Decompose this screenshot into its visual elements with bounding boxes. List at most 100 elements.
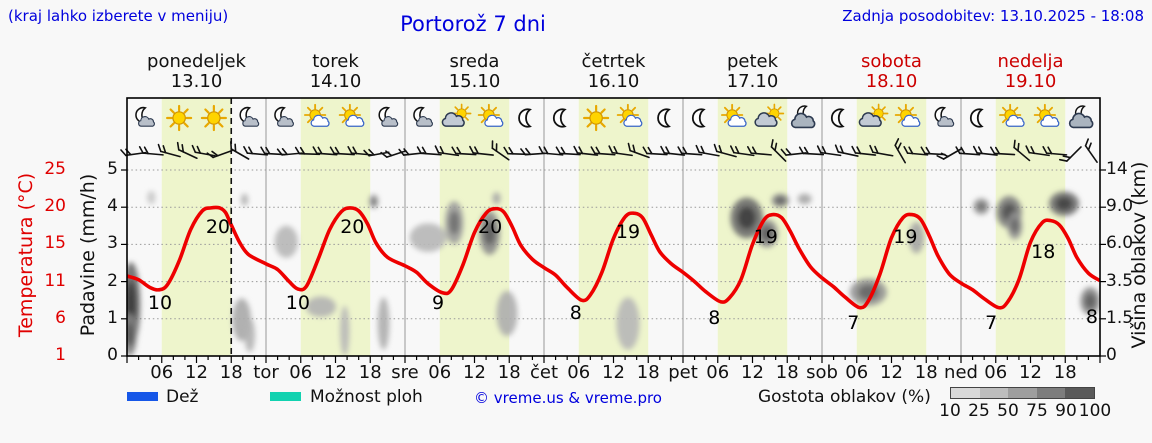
cloud-blob [409,223,447,252]
cloud-blob-core [737,206,756,230]
time-label: 12 [880,362,903,383]
time-label: 12 [324,362,347,383]
wind-barb [746,146,772,156]
cloud-blob-core [449,210,460,235]
wind-barb [243,146,269,156]
cloud-blob [377,297,390,350]
density-segment [979,388,1009,398]
cloud-blob [492,192,501,205]
density-segment [1065,388,1094,398]
cloud-blob [496,290,518,337]
cloud-tick-label: 1.5 [1106,307,1134,328]
weather-icon-sun-cloud [338,103,365,127]
day-abbr-label: ned [944,362,978,383]
temp-label: 10 [148,292,172,314]
weather-icon-moon-cloud [239,106,260,127]
cloud-blob-core [1084,293,1096,309]
wind-barb [363,148,390,157]
density-segment [951,388,980,398]
menu-hint: (kraj lahko izberete v meniju) [8,7,229,25]
weather-icon-moon-cloud [135,106,155,127]
cloud-blob [797,193,812,205]
wind-barb [491,140,510,161]
wind-barb [936,148,962,160]
temp-label: 19 [616,221,640,243]
weather-icon-sun-cloud [720,103,747,127]
cloud-tick-label: 9.0 [1106,196,1134,217]
density-tick-label: 75 [1026,401,1048,421]
time-label: 12 [741,362,764,383]
day-abbr-label: pet [668,362,698,383]
day-date: 17.10 [726,71,779,92]
weather-icon-moon [518,108,532,128]
wind-barb [816,145,842,157]
wind-barb [191,144,216,157]
temp-label: 8 [708,307,720,329]
temperature-value-labels: 10 20 10 20 9 20 8 19 8 19 7 19 7 18 8 [148,216,1098,334]
time-label: 18 [358,362,382,383]
day-date: 14.10 [309,71,362,92]
day-header-petek: petek 17.10 [683,52,823,92]
day-name: sreda [449,51,500,72]
copyright-link[interactable]: © vreme.us & vreme.pro [474,389,662,407]
wind-barb [834,144,859,157]
wind-barb [894,138,906,164]
cloud-blob-core [760,225,774,242]
weather-icon-moon-big-cloud [790,105,816,129]
day-date: 19.10 [1004,71,1057,92]
weather-icon-cloud-sun [858,103,889,127]
weather-icon-sun-cloud [894,103,921,127]
wind-barb [1013,139,1031,162]
weather-icon-moon [691,108,706,128]
cloud-tick-label: 14 [1106,159,1128,179]
weather-icon-sun-cloud [1033,103,1060,127]
weather-icon-moon [552,108,567,128]
weather-icon-moon [657,108,671,128]
weather-icon-sun [166,104,193,132]
wind-barb [955,146,981,156]
weather-icon-sun-cloud [616,103,643,127]
temp-tick-label: 25 [44,159,66,179]
wind-barb [851,145,877,156]
time-label: 06 [845,362,869,383]
showers-legend-swatch [270,392,301,401]
time-label: 18 [219,362,243,383]
wind-barb [770,139,787,162]
wind-barb [416,146,442,156]
weather-icon-sun-cloud [477,103,504,127]
wind-barb [1084,138,1098,163]
weather-icon-cloud-sun [754,103,785,127]
temp-label: 19 [893,226,917,248]
cloud-blob-core [775,196,786,205]
density-segment [1008,388,1037,398]
wind-barb [555,146,581,156]
wind-barb [451,146,477,156]
precip-tick-label: 1 [107,307,118,328]
rain-legend-swatch [127,392,158,401]
day-date: 13.10 [170,71,223,92]
day-name: ponedeljek [147,51,246,72]
time-label: 12 [463,362,486,383]
cloud-density-gradient-bar [950,387,1095,399]
density-segment [1036,388,1066,398]
day-name: petek [726,51,779,72]
time-label: 06 [150,362,174,383]
rain-legend-label: Dež [166,387,199,407]
day-header-četrtek: četrtek 16.10 [544,52,684,92]
cloud-blob [147,190,156,205]
wind-barb [176,141,198,160]
weather-icon-sun-cloud [998,103,1025,127]
temp-label: 7 [847,312,859,334]
wind-barb [627,142,650,159]
temp-label: 19 [754,226,778,248]
temp-label: 18 [1031,241,1055,263]
time-label: 12 [602,362,625,383]
cloud-blob [244,317,255,353]
wind-barb [660,145,686,156]
wind-barb [1058,146,1082,162]
plot-border [126,97,1101,357]
cloud-blob [241,193,249,206]
day-header-sobota: sobota 18.10 [822,52,962,92]
day-name: sobota [861,51,922,72]
